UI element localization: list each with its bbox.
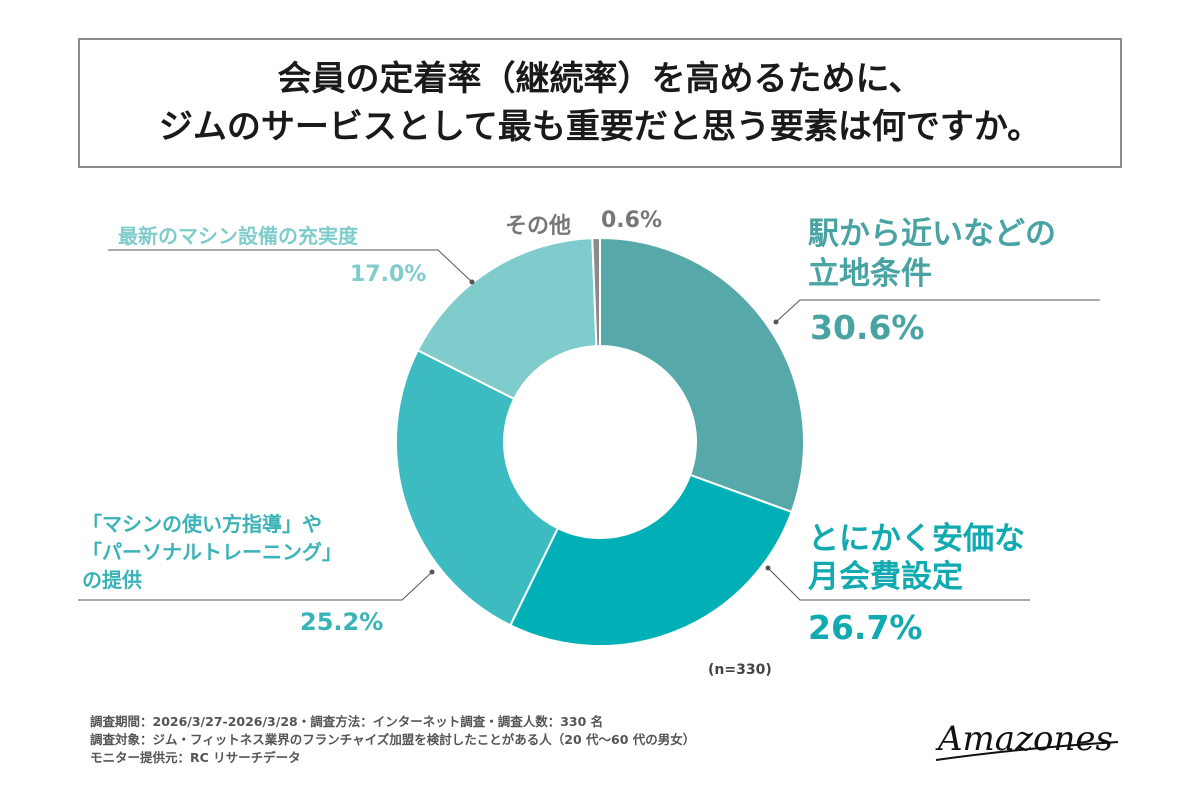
leader-dot-training — [429, 569, 435, 575]
label-training-line1: 「マシンの使い方指導」や — [82, 512, 322, 536]
slice-price — [508, 473, 793, 647]
pct-other: 0.6% — [601, 208, 663, 233]
pct-training: 25.2% — [300, 608, 384, 636]
label-training-line3: の提供 — [82, 568, 142, 592]
label-station: 駅から近いなどの 立地条件 — [808, 214, 1056, 294]
label-price-line1: とにかく安価な — [808, 521, 1025, 557]
slice-machines — [416, 237, 598, 401]
pct-machines: 17.0% — [350, 262, 427, 287]
label-training: 「マシンの使い方指導」や 「パーソナルトレーニング」 の提供 — [82, 510, 342, 594]
label-training-line2: 「パーソナルトレーニング」 — [82, 540, 342, 564]
slice-training — [395, 348, 560, 627]
slice-other — [591, 236, 601, 348]
leader-dot-machines — [469, 279, 475, 285]
leader-training — [78, 571, 433, 601]
label-station-line1: 駅から近いなどの — [808, 216, 1056, 252]
footer-notes: 調査期間：2026/3/27-2026/3/28・調査方法：インターネット調査・… — [90, 713, 695, 767]
logo-text: Amazones — [935, 719, 1113, 759]
title-box: 会員の定着率（継続率）を高めるために、 ジムのサービスとして最も重要だと思う要素… — [78, 38, 1122, 168]
title-line-2: ジムのサービスとして最も重要だと思う要素は何ですか。 — [158, 107, 1042, 147]
leader-station — [775, 299, 1100, 323]
slice-station — [599, 236, 805, 514]
logo-swash — [935, 741, 1119, 761]
leader-dot-price — [765, 565, 771, 571]
amazones-logo: Amazones — [935, 719, 1119, 761]
leader-price — [767, 567, 1030, 601]
sample-size-note: (n=330) — [708, 662, 772, 678]
label-station-line2: 立地条件 — [808, 256, 932, 292]
footer-line-3: モニター提供元：RC リサーチデータ — [90, 750, 301, 765]
label-other: その他 — [505, 214, 572, 239]
footer-line-2: 調査対象：ジム・フィットネス業界のフランチャイズ加盟を検討したことがある人（20… — [90, 732, 696, 747]
title-line-1: 会員の定着率（継続率）を高めるために、 — [277, 59, 923, 99]
label-machines: 最新のマシン設備の充実度 — [118, 224, 358, 248]
pct-station: 30.6% — [810, 308, 925, 347]
leader-dot-station — [773, 319, 779, 325]
label-price: とにかく安価な 月会費設定 — [808, 520, 1025, 596]
leader-machines — [108, 249, 473, 283]
pct-price: 26.7% — [808, 608, 923, 647]
label-price-line2: 月会費設定 — [808, 559, 963, 595]
footer-line-1: 調査期間：2026/3/27-2026/3/28・調査方法：インターネット調査・… — [90, 714, 604, 729]
